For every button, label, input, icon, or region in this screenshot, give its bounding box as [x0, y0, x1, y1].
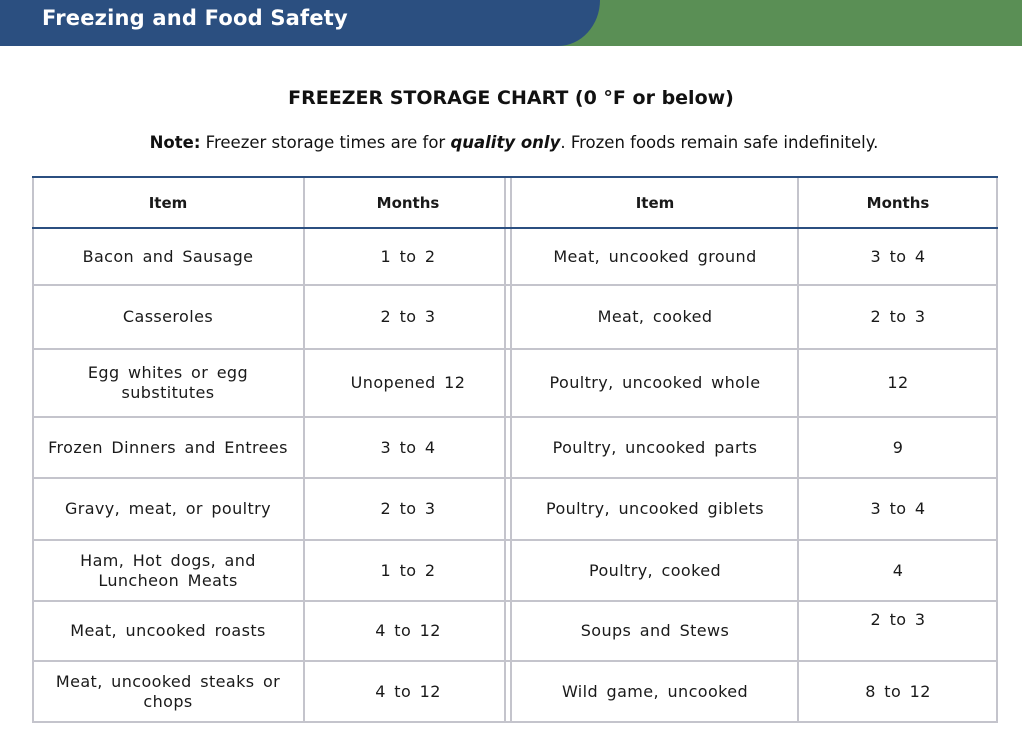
table-cell-months-right: 8 to 12 [865, 681, 931, 701]
table-cell-months-right: 3 to 4 [870, 246, 926, 266]
table-header-months-left: Months [376, 193, 440, 212]
table-row-rule [32, 539, 998, 541]
table-cell-months-right: 3 to 4 [870, 499, 926, 518]
table-cell-months-left: 1 to 2 [380, 246, 436, 266]
table-cell-months-right: 2 to 3 [870, 307, 926, 326]
table-row-rule [32, 176, 998, 178]
table-cell-item-right: Wild game, uncooked [561, 681, 749, 701]
table-column-rule [996, 176, 998, 723]
table-row-rule [32, 348, 998, 350]
table-row-rule [32, 284, 998, 286]
table-cell-months-right: 12 [887, 373, 909, 392]
table-cell-item-left: Ham, Hot dogs, and Luncheon Meats [80, 550, 256, 590]
table-cell-item-left: Egg whites or egg substitutes [87, 363, 249, 402]
banner-title: Freezing and Food Safety [42, 6, 348, 30]
table-cell-months-right: 4 [892, 560, 904, 580]
table-cell-months-left: 4 to 12 [375, 681, 441, 701]
table-cell-item-right: Soups and Stews [580, 621, 730, 640]
table-cell-months-left: 1 to 2 [380, 560, 436, 580]
table-column-rule [510, 176, 512, 723]
banner-blue-section [0, 0, 600, 46]
table-row-rule [32, 600, 998, 602]
table-cell-item-left: Casseroles [122, 307, 214, 326]
chart-title: FREEZER STORAGE CHART (0 °F or below) [288, 87, 734, 109]
table-cell-item-left: Gravy, meat, or poultry [64, 499, 272, 518]
table-cell-item-right: Poultry, uncooked giblets [545, 499, 765, 518]
table-row-rule [32, 721, 998, 723]
storage-note: Note: Freezer storage times are for qual… [0, 133, 1022, 152]
table-row-rule [32, 477, 998, 479]
table-header-months-right: Months [866, 193, 930, 212]
note-text-1: Freezer storage times are for [200, 133, 451, 152]
table-cell-months-right: 9 [892, 437, 904, 457]
table-cell-months-left: 3 to 4 [380, 437, 436, 457]
page-banner: Freezing and Food Safety [0, 0, 1022, 46]
table-cell-months-left: Unopened 12 [350, 373, 466, 392]
table-cell-item-right: Meat, cooked [597, 307, 713, 326]
table-column-rule [797, 176, 799, 723]
table-cell-item-right: Poultry, uncooked whole [549, 373, 761, 392]
table-cell-months-left: 4 to 12 [375, 621, 441, 640]
table-row-rule [32, 227, 998, 229]
table-cell-item-right: Meat, uncooked ground [553, 246, 757, 266]
table-header-item-right: Item [635, 193, 675, 212]
table-cell-item-left: Meat, uncooked steaks or chops [55, 671, 281, 711]
table-row-rule [32, 416, 998, 418]
table-cell-months-left: 2 to 3 [380, 499, 436, 518]
table-cell-item-right: Poultry, cooked [588, 560, 721, 580]
table-column-rule [32, 176, 34, 723]
table-cell-item-left: Frozen Dinners and Entrees [48, 437, 288, 457]
table-row-rule [32, 660, 998, 662]
table-cell-item-left: Bacon and Sausage [82, 246, 254, 266]
freezer-storage-table: Item Months Item Months Bacon and Sausage 1 t… [32, 176, 998, 723]
note-emphasis: quality only [450, 133, 561, 152]
table-header-item-left: Item [148, 193, 188, 212]
note-label: Note: [149, 133, 201, 152]
table-cell-months-left: 2 to 3 [380, 307, 436, 326]
table-cell-months-right: 2 to 3 [870, 610, 926, 629]
note-text-2: . Frozen foods remain safe indefinitely. [560, 133, 879, 152]
table-column-rule [504, 176, 506, 723]
table-column-rule [303, 176, 305, 723]
table-cell-item-left: Meat, uncooked roasts [70, 621, 266, 640]
table-cell-item-right: Poultry, uncooked parts [552, 437, 758, 457]
